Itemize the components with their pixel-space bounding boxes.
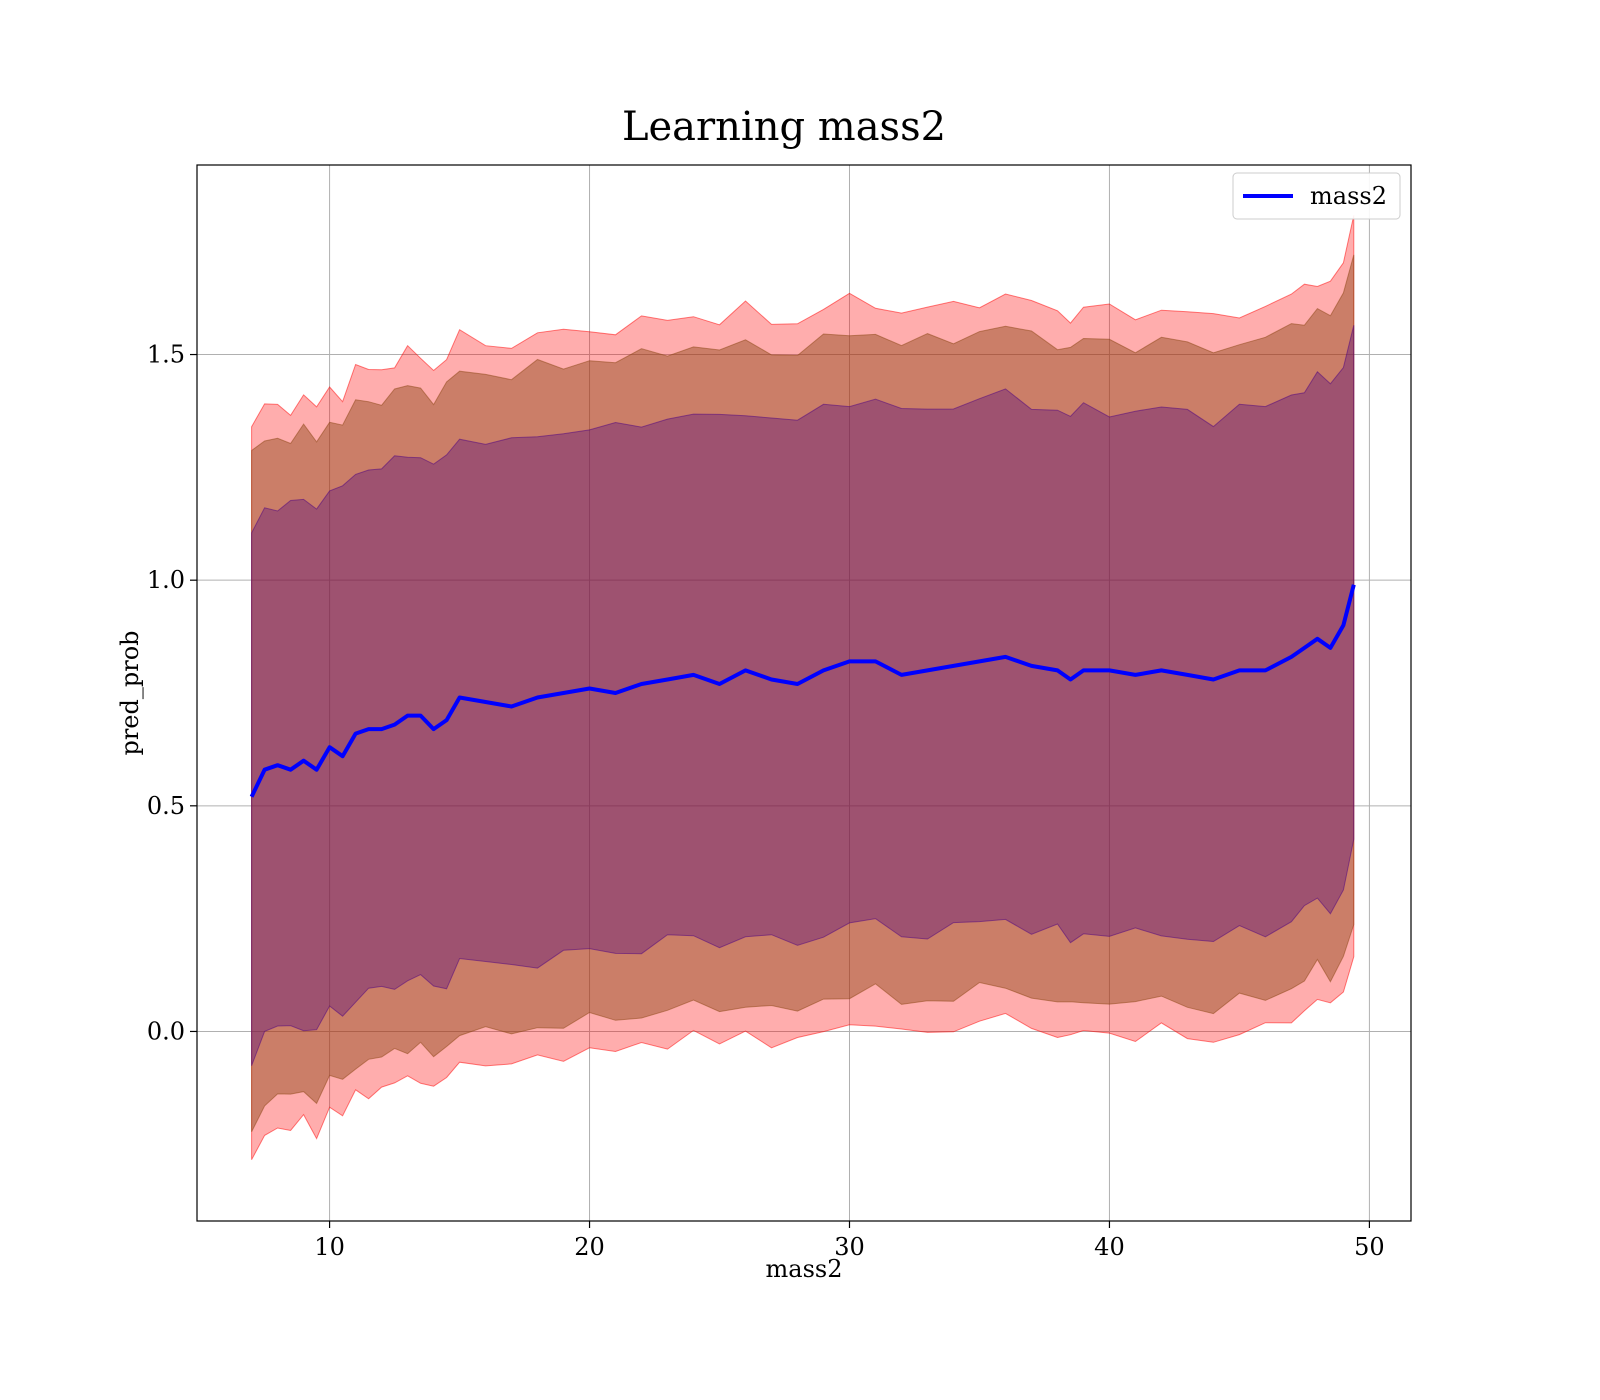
x-axis-label: mass2 bbox=[766, 1255, 843, 1283]
band-middle bbox=[251, 254, 1355, 1133]
x-axis: 10 20 30 40 50 bbox=[314, 1221, 1385, 1261]
y-tick-label: 0.0 bbox=[147, 1017, 185, 1045]
grid bbox=[197, 165, 1411, 1221]
x-tick-label: 20 bbox=[574, 1233, 605, 1261]
x-tick-label: 10 bbox=[314, 1233, 345, 1261]
y-tick-label: 1.0 bbox=[147, 566, 185, 594]
y-tick-label: 1.5 bbox=[147, 341, 185, 369]
legend-box bbox=[1232, 172, 1401, 220]
x-tick-label: 30 bbox=[834, 1233, 865, 1261]
series-line-mass2 bbox=[249, 584, 1356, 798]
band-inner bbox=[251, 325, 1355, 1066]
confidence-bands bbox=[251, 215, 1355, 1160]
x-tick-label: 50 bbox=[1354, 1233, 1385, 1261]
y-tick-label: 0.5 bbox=[147, 792, 185, 820]
series-layer bbox=[249, 584, 1356, 798]
y-axis-label: pred_prob bbox=[116, 630, 144, 755]
legend-label: mass2 bbox=[1310, 182, 1387, 210]
x-tick-label: 40 bbox=[1094, 1233, 1125, 1261]
y-axis: 0.0 0.5 1.0 1.5 bbox=[147, 341, 197, 1045]
band-outer bbox=[251, 215, 1355, 1160]
chart-title: Learning mass2 bbox=[622, 104, 946, 150]
plot-frame bbox=[196, 164, 1412, 1222]
legend: mass2 bbox=[1232, 172, 1401, 220]
